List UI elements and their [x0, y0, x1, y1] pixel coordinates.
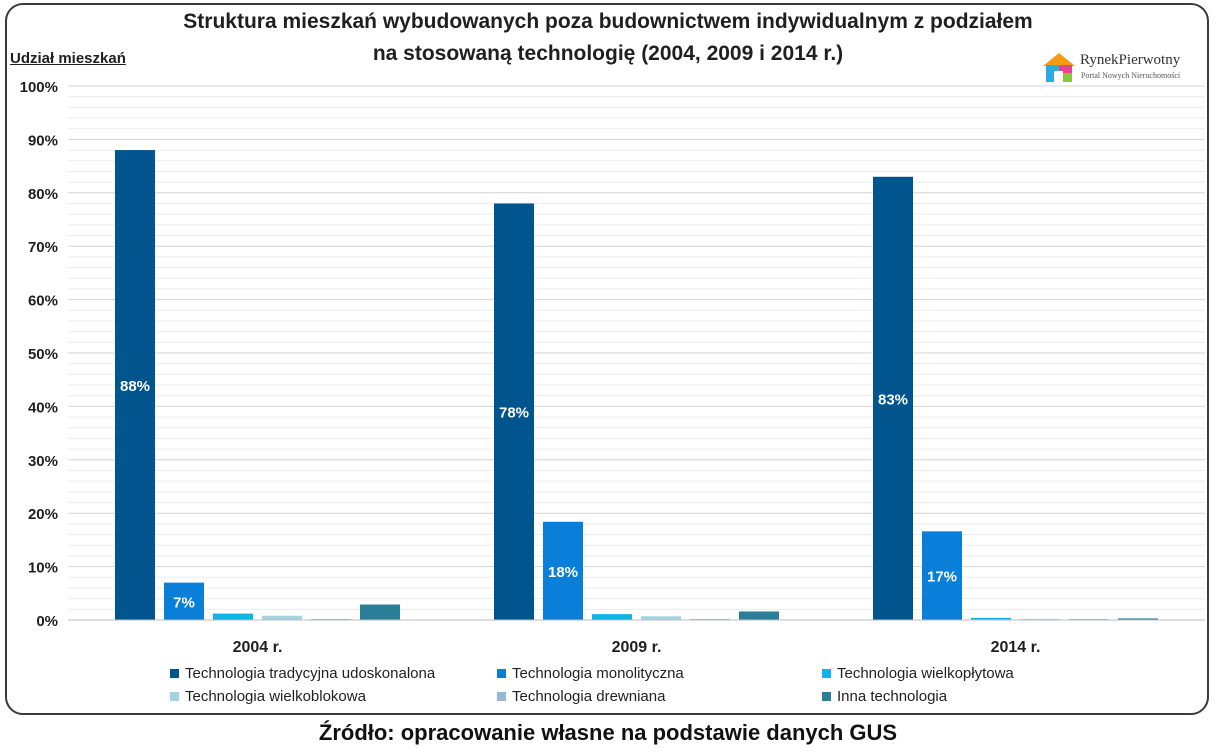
chart-title-line-1: Struktura mieszkań wybudowanych poza bud… — [183, 10, 1033, 33]
bar — [360, 604, 400, 620]
bar — [1118, 618, 1158, 620]
legend-label: Technologia wielkoblokowa — [185, 688, 366, 705]
y-tick-label: 0% — [36, 613, 58, 630]
x-tick-label: 2014 r. — [991, 639, 1041, 656]
legend-label: Technologia wielkopłytowa — [837, 665, 1014, 682]
y-axis-label: Udział mieszkań — [10, 50, 126, 67]
logo-name: RynekPierwotny — [1080, 52, 1181, 68]
bar — [873, 176, 913, 620]
y-tick-label: 30% — [28, 453, 58, 470]
x-tick-label: 2004 r. — [233, 639, 283, 656]
legend-swatch — [170, 692, 179, 701]
legend-label: Technologia drewniana — [512, 688, 666, 705]
y-tick-label: 60% — [28, 293, 58, 310]
legend-label: Inna technologia — [837, 688, 948, 705]
bar — [1069, 618, 1109, 620]
chart-frame — [5, 3, 1209, 715]
y-tick-label: 70% — [28, 239, 58, 256]
legend-swatch — [170, 669, 179, 678]
legend-item: Technologia monolityczna — [497, 665, 684, 682]
x-tick-label: 2009 r. — [612, 639, 662, 656]
data-label: 7% — [173, 594, 195, 611]
data-label: 88% — [120, 378, 150, 395]
bar — [311, 618, 351, 620]
legend-item: Technologia tradycyjna udoskonalona — [170, 665, 435, 682]
y-tick-label: 100% — [20, 79, 58, 96]
bar — [739, 611, 779, 620]
bar — [164, 582, 204, 620]
logo-tagline: Portal Nowych Nieruchomości — [1081, 71, 1181, 80]
y-tick-label: 50% — [28, 346, 58, 363]
legend-label: Technologia tradycyjna udoskonalona — [185, 665, 436, 682]
bar — [641, 616, 681, 620]
bar — [543, 521, 583, 620]
y-tick-label: 80% — [28, 186, 58, 203]
y-tick-label: 20% — [28, 506, 58, 523]
legend-swatch — [822, 692, 831, 701]
chart-title-line-2: na stosowaną technologię (2004, 2009 i 2… — [372, 42, 844, 65]
bar — [494, 203, 534, 621]
data-label: 83% — [878, 391, 908, 408]
bar — [115, 150, 155, 620]
bar — [690, 618, 730, 620]
legend-swatch — [822, 669, 831, 678]
bar — [1020, 618, 1060, 620]
legend-swatch — [497, 692, 506, 701]
bar — [971, 617, 1011, 620]
source-note: Źródło: opracowanie własne na podstawie … — [318, 720, 898, 745]
rynekpierwotny-logo: RynekPierwotny Portal Nowych Nieruchomoś… — [1040, 50, 1202, 86]
y-tick-label: 10% — [28, 560, 58, 577]
legend-swatch — [497, 669, 506, 678]
bar — [213, 613, 253, 620]
legend-item: Technologia drewniana — [497, 688, 665, 705]
data-label: 18% — [548, 564, 578, 581]
y-tick-label: 90% — [28, 132, 58, 149]
data-label: 78% — [499, 405, 529, 422]
house-logo-icon — [1043, 53, 1075, 82]
bar — [262, 615, 302, 620]
bar — [922, 531, 962, 620]
bar — [592, 614, 632, 620]
y-tick-label: 40% — [28, 399, 58, 416]
legend-item: Technologia wielkoblokowa — [170, 688, 366, 705]
data-label: 17% — [927, 569, 957, 586]
legend-label: Technologia monolityczna — [512, 665, 684, 682]
legend-item: Technologia wielkopłytowa — [822, 665, 1014, 682]
legend-item: Inna technologia — [822, 688, 947, 705]
